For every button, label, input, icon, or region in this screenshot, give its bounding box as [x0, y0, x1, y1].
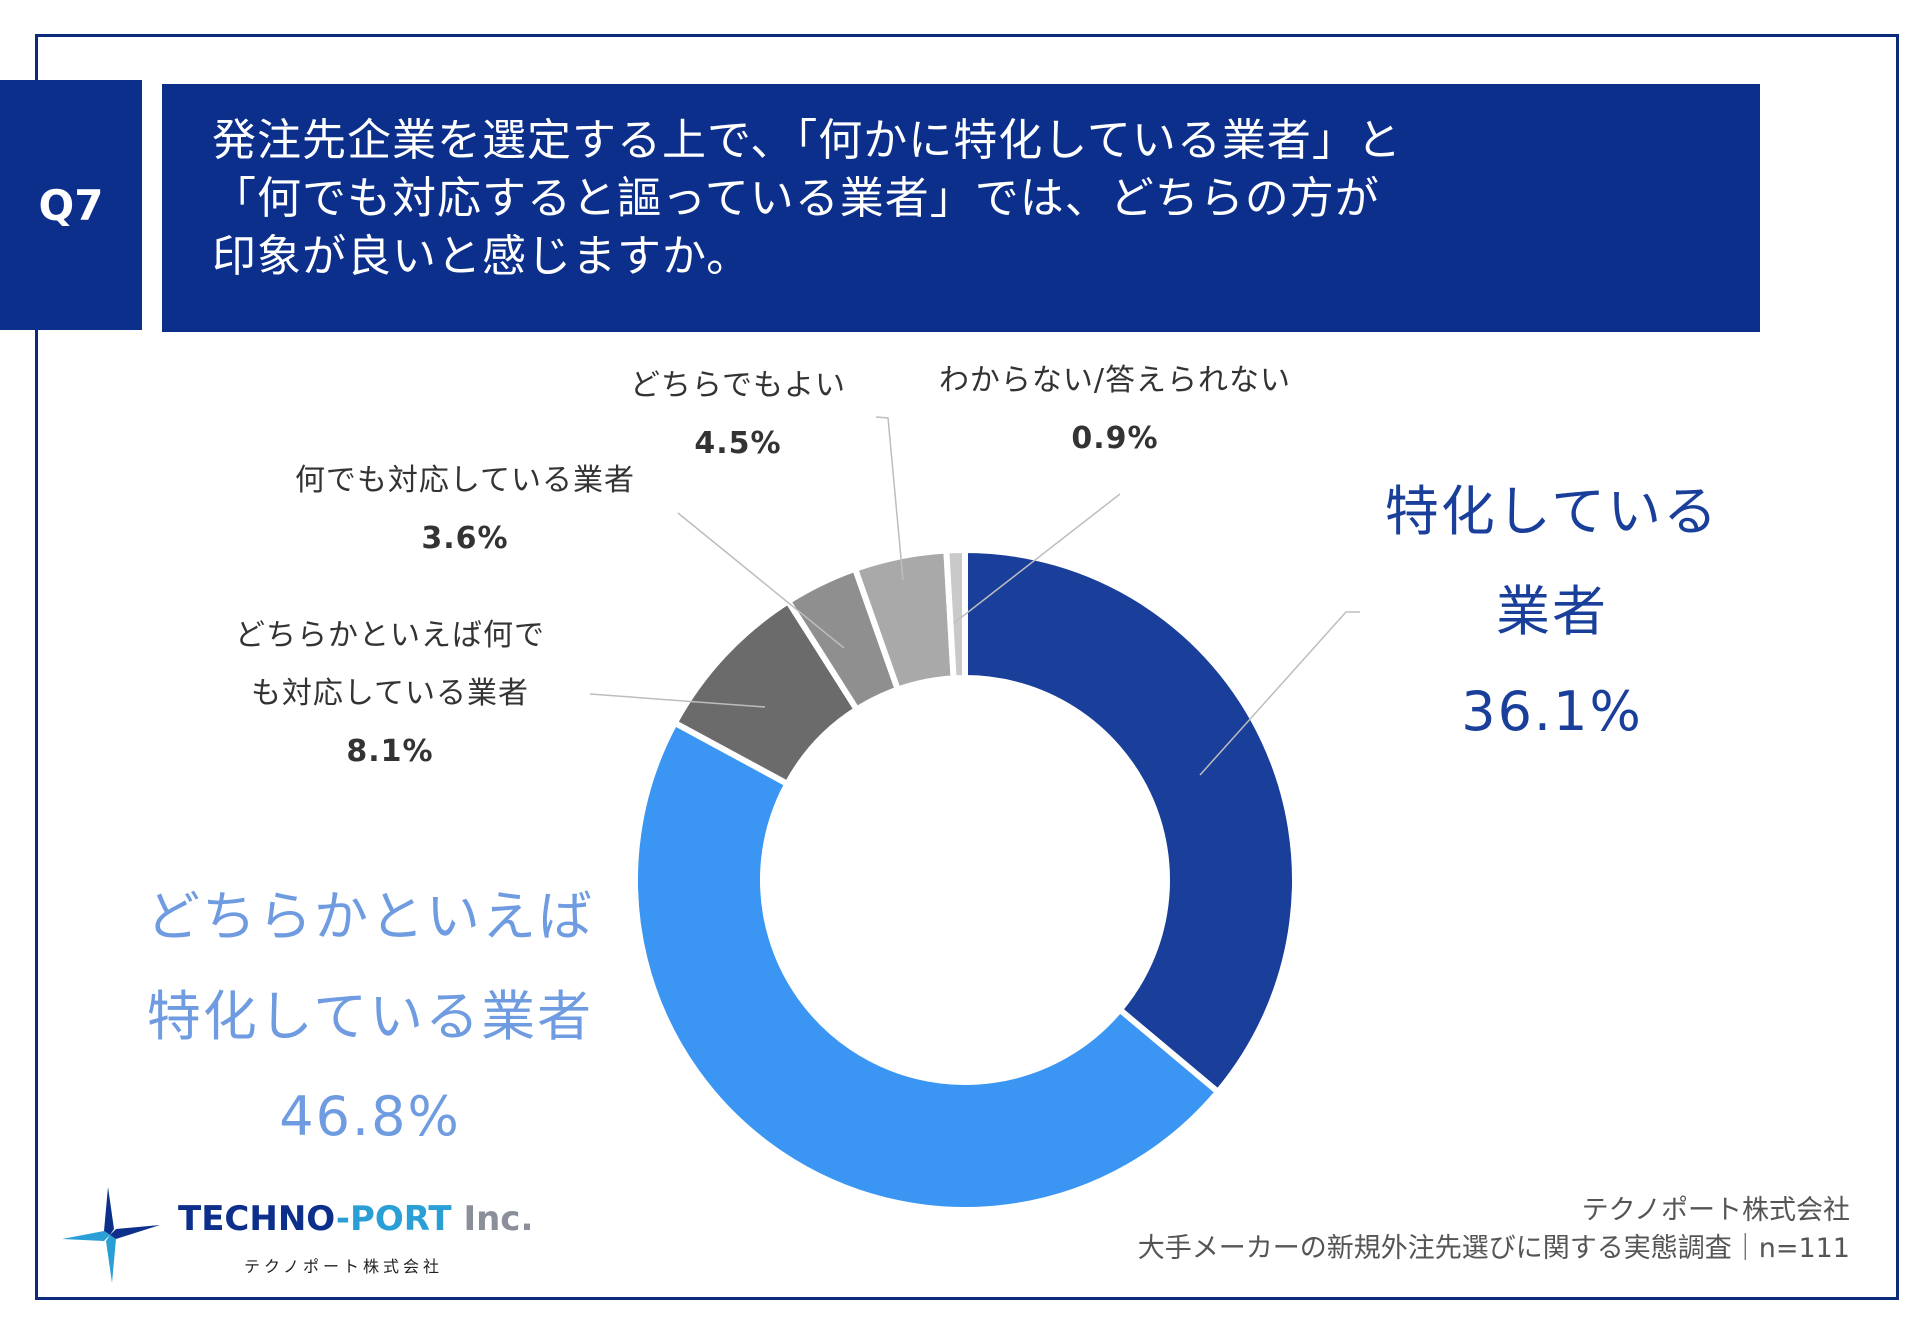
donut-slice-1	[962, 546, 1298, 1097]
slice-category-label-2: 特化している業者	[147, 985, 593, 1048]
footer-source: テクノポート株式会社 大手メーカーの新規外注先選びに関する実態調査｜n=111	[1138, 1192, 1850, 1268]
slice-value-label-5: 4.5%	[694, 426, 781, 461]
slice-category-label-3: どちらかといえば何で	[235, 618, 545, 653]
logo-subtitle: テクノポート株式会社	[244, 1257, 444, 1276]
outer-frame	[35, 34, 1899, 1300]
footer-company: テクノポート株式会社	[1581, 1195, 1850, 1226]
slice-category-label-1: 業者	[1496, 580, 1608, 643]
slice-category-label-3: も対応している業者	[251, 676, 529, 711]
question-line-3: 印象が良いと感じますか。	[212, 231, 752, 282]
slice-value-label-6: 0.9%	[1071, 421, 1158, 456]
slice-category-label-6: わからない/答えられない	[939, 363, 1291, 398]
company-logo: TECHNO-PORT Inc. テクノポート株式会社	[60, 1185, 533, 1285]
slice-category-label-4: 何でも対応している業者	[295, 463, 635, 498]
leader-line-5	[875, 416, 904, 581]
question-line-1: 発注先企業を選定する上で、「何かに特化している業者」と	[212, 115, 1402, 166]
slice-category-label-1: 特化している	[1385, 480, 1719, 543]
donut-slice-2	[632, 718, 1223, 1213]
leader-line-6	[953, 493, 1121, 624]
logo-wordmark: TECHNO-PORT Inc.	[178, 1199, 533, 1239]
slice-value-label-3: 8.1%	[346, 734, 433, 769]
slice-value-label-2: 46.8%	[279, 1085, 461, 1148]
question-number: Q7	[38, 180, 104, 230]
question-line-2: 「何でも対応すると謳っている業者」では、どちらの方が	[212, 173, 1380, 224]
donut-slice-6	[943, 546, 968, 682]
leader-line-3	[589, 693, 766, 708]
slice-value-label-1: 36.1%	[1461, 680, 1643, 743]
compass-star-icon	[62, 1187, 160, 1283]
logo-word-techno: TECHNO	[178, 1199, 336, 1239]
question-number-badge: Q7	[0, 80, 142, 330]
leader-line-4	[677, 512, 845, 649]
logo-word-inc: Inc.	[451, 1199, 534, 1239]
question-box: 発注先企業を選定する上で、「何かに特化している業者」と 「何でも対応すると謳って…	[162, 84, 1760, 332]
slice-value-label-4: 3.6%	[421, 521, 508, 556]
slice-category-label-5: どちらでもよい	[630, 368, 846, 403]
footer-survey: 大手メーカーの新規外注先選びに関する実態調査｜n=111	[1137, 1233, 1850, 1264]
logo-word-port: -PORT	[335, 1199, 452, 1239]
leader-line-1	[1199, 611, 1360, 776]
slice-category-label-2: どちらかといえば	[146, 885, 594, 948]
